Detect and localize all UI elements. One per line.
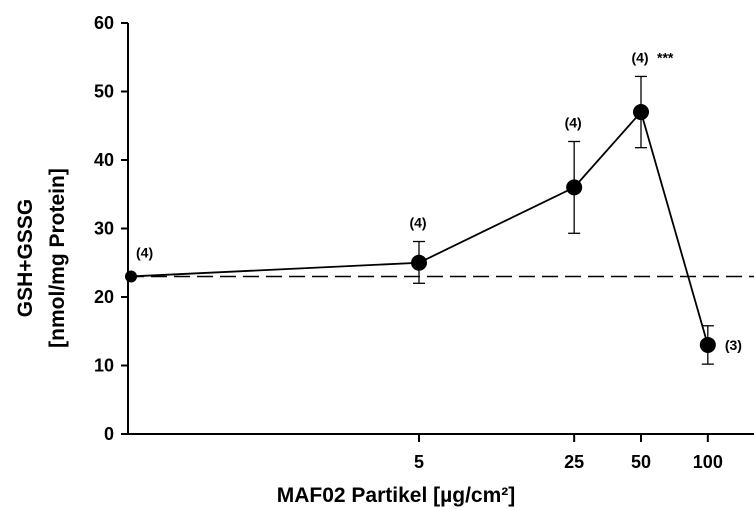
y-axis-title-line2: [nmol/mg Protein] — [46, 168, 69, 348]
y-ticks: 0 10 20 30 40 50 60 — [94, 13, 128, 444]
x-tick-label: 25 — [564, 452, 584, 472]
sample-size-label: (4) — [631, 49, 648, 65]
y-tick-label: 10 — [94, 356, 114, 376]
x-tick-label: 5 — [414, 452, 424, 472]
y-axis-title: GSH+GSSG [nmol/mg Protein] — [14, 168, 69, 348]
y-tick-label: 30 — [94, 219, 114, 239]
plot-area: 0 10 20 30 40 50 60 5 25 50 100 (4) (4) (4) (4) *** (3… — [94, 13, 754, 472]
y-tick-label: 20 — [94, 287, 114, 307]
sample-size-label: (3) — [725, 337, 742, 353]
data-point — [566, 179, 582, 195]
data-point — [633, 104, 649, 120]
n-labels: (4) (4) (4) (4) *** (3) — [136, 49, 742, 353]
y-tick-label: 50 — [94, 82, 114, 102]
y-axis-title-line1: GSH+GSSG — [14, 199, 37, 317]
error-bars — [413, 76, 714, 364]
sample-size-label: (4) — [565, 115, 582, 131]
y-tick-label: 0 — [104, 424, 114, 444]
data-point — [700, 337, 716, 353]
y-tick-label: 40 — [94, 150, 114, 170]
data-point — [125, 270, 137, 282]
x-tick-label: 50 — [631, 452, 651, 472]
x-ticks: 5 25 50 100 — [414, 434, 723, 472]
y-tick-label: 60 — [94, 13, 114, 33]
x-axis-title: MAF02 Partikel [µg/cm²] — [277, 484, 516, 507]
sample-size-label: (4) — [136, 244, 153, 260]
data-point — [411, 255, 427, 271]
significance-label: *** — [657, 49, 674, 65]
sample-size-label: (4) — [409, 215, 426, 231]
x-tick-label: 100 — [693, 452, 723, 472]
